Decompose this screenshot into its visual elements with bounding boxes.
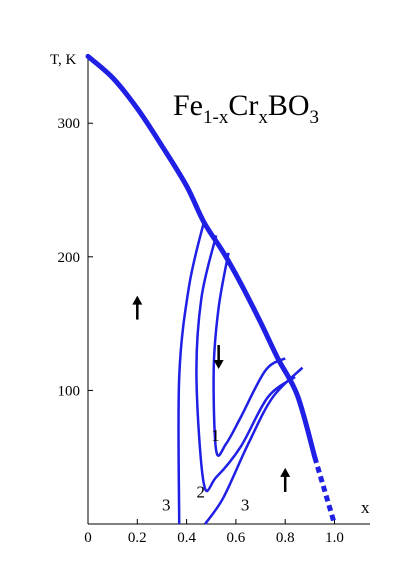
phase-boundary-dashed [312, 456, 337, 525]
labels: 1 2 3 3 [132, 295, 291, 515]
ticks: 0 0.2 0.4 0.6 0.8 1.0 100 200 300 [58, 116, 344, 546]
curve-label-1: 2 [196, 482, 205, 501]
curve-3-line-3 [204, 366, 304, 525]
x-tick-label: 0.8 [276, 530, 295, 546]
x-tick-label: 0.4 [177, 530, 196, 546]
magnetization-arrow-up-icon [132, 295, 143, 320]
arrow-head [132, 295, 143, 305]
chart-title: Fe1-xCrxBO3 [173, 89, 319, 128]
magnetization-arrow-down-icon [213, 345, 224, 369]
y-tick-label: 100 [58, 383, 81, 399]
x-tick-label: 0.6 [227, 530, 246, 546]
curve-label-2: 3 [162, 496, 171, 515]
x-tick-label: 0.2 [128, 530, 147, 546]
curve-1-line-0 [212, 252, 286, 457]
title-cr: Cr [228, 89, 258, 122]
y-tick-label: 200 [58, 250, 81, 266]
axes [87, 58, 370, 525]
title-fe: Fe [173, 89, 203, 122]
curve-3-line-2 [177, 221, 206, 525]
curves [177, 221, 304, 525]
curve-2-line-1 [195, 235, 296, 493]
title-bo: BO [268, 89, 310, 122]
y-tick-label: 300 [58, 116, 81, 132]
x-axis-label: x [361, 498, 370, 517]
curve-label-0: 1 [211, 426, 220, 445]
arrow-head [213, 360, 224, 369]
y-axis-label: T, K [50, 52, 77, 68]
x-tick-label: 0 [84, 530, 92, 546]
magnetization-arrow-up-icon [280, 467, 291, 492]
arrow-head [280, 467, 291, 477]
title-sub2: x [258, 107, 268, 128]
curve-label-3: 3 [241, 496, 250, 515]
x-tick-label: 1.0 [325, 530, 344, 546]
title-sub1: 1-x [203, 107, 229, 128]
title-sub3: 3 [310, 107, 320, 128]
